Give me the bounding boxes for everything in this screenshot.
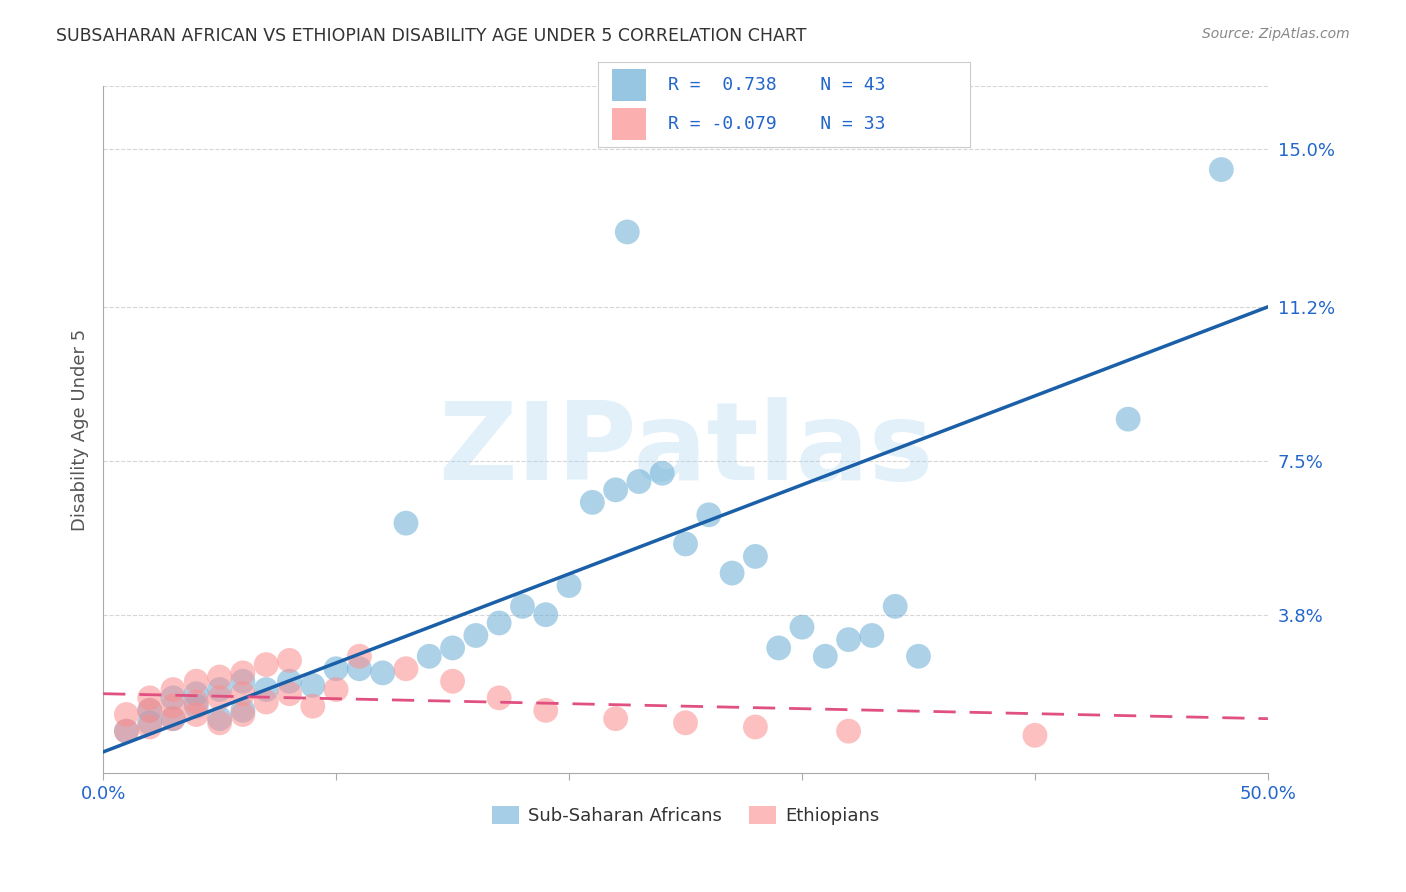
Point [162, 712, 184, 726]
Point [162, 712, 184, 726]
Point [162, 690, 184, 705]
Point [860, 628, 883, 642]
Point [232, 674, 254, 689]
Point [790, 620, 813, 634]
Point [186, 707, 208, 722]
Point [744, 549, 766, 564]
Point [325, 682, 347, 697]
Point [115, 724, 138, 739]
Point [534, 607, 557, 622]
Point [605, 712, 627, 726]
Point [208, 670, 231, 684]
Point [605, 483, 627, 497]
Point [744, 720, 766, 734]
Point [208, 690, 231, 705]
Y-axis label: Disability Age Under 5: Disability Age Under 5 [72, 328, 89, 531]
Point [395, 662, 418, 676]
Point [675, 537, 697, 551]
Point [418, 649, 440, 664]
Point [464, 628, 486, 642]
Point [232, 707, 254, 722]
Point [907, 649, 929, 664]
Text: SUBSAHARAN AFRICAN VS ETHIOPIAN DISABILITY AGE UNDER 5 CORRELATION CHART: SUBSAHARAN AFRICAN VS ETHIOPIAN DISABILI… [56, 27, 807, 45]
FancyBboxPatch shape [613, 70, 645, 102]
Point [278, 653, 301, 667]
Point [232, 703, 254, 717]
Point [488, 615, 510, 630]
Point [768, 640, 790, 655]
Text: R =  0.738    N = 43: R = 0.738 N = 43 [668, 77, 886, 95]
Point [838, 724, 860, 739]
Point [162, 699, 184, 714]
Point [186, 674, 208, 689]
Point [208, 682, 231, 697]
Point [627, 475, 650, 489]
Point [349, 649, 371, 664]
Point [278, 687, 301, 701]
Point [1024, 728, 1046, 742]
Point [138, 715, 160, 730]
Point [186, 695, 208, 709]
Point [254, 682, 277, 697]
Point [884, 599, 907, 614]
Point [395, 516, 418, 530]
Point [534, 703, 557, 717]
Point [254, 695, 277, 709]
Legend: Sub-Saharan Africans, Ethiopians: Sub-Saharan Africans, Ethiopians [485, 798, 886, 832]
Point [838, 632, 860, 647]
Point [301, 678, 323, 692]
Point [115, 707, 138, 722]
Point [1211, 162, 1233, 177]
Point [1116, 412, 1139, 426]
Point [162, 682, 184, 697]
Point [651, 467, 673, 481]
Text: ZIPatlas: ZIPatlas [437, 397, 934, 503]
Point [721, 566, 744, 580]
Point [512, 599, 534, 614]
Point [115, 724, 138, 739]
Point [278, 674, 301, 689]
Point [208, 712, 231, 726]
Point [814, 649, 837, 664]
Point [488, 690, 510, 705]
Point [138, 703, 160, 717]
Point [325, 662, 347, 676]
Point [441, 640, 464, 655]
Point [138, 703, 160, 717]
Text: Source: ZipAtlas.com: Source: ZipAtlas.com [1202, 27, 1350, 41]
Point [675, 715, 697, 730]
Point [138, 720, 160, 734]
Point [254, 657, 277, 672]
FancyBboxPatch shape [613, 108, 645, 140]
Text: R = -0.079    N = 33: R = -0.079 N = 33 [668, 115, 886, 133]
Point [232, 687, 254, 701]
Point [301, 699, 323, 714]
Point [558, 578, 581, 592]
Point [138, 690, 160, 705]
Point [581, 495, 603, 509]
Point [616, 225, 638, 239]
Point [186, 687, 208, 701]
Point [208, 715, 231, 730]
Point [232, 665, 254, 680]
Point [371, 665, 394, 680]
Point [349, 662, 371, 676]
Point [441, 674, 464, 689]
Point [697, 508, 720, 522]
Point [186, 699, 208, 714]
